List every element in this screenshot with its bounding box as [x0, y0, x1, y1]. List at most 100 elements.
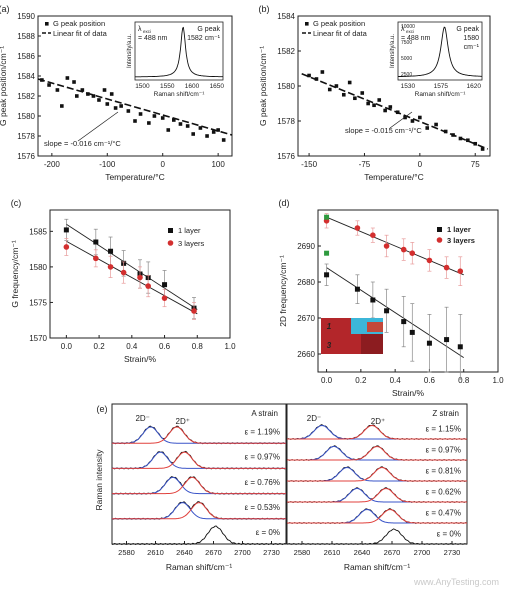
panel-d-legend-marker-1	[437, 227, 442, 232]
panel-e-a-strain-label: ε = 0.76%	[245, 478, 280, 487]
panel-e-z-strain-label: ε = 1.15%	[426, 425, 461, 434]
panel-e-z-x-axis-label: Raman shift/cm⁻¹	[344, 562, 411, 572]
panel-e-y-axis-label: Raman intensity	[94, 449, 104, 511]
panel-b-annotation: slope = -0.015 cm⁻¹/°C	[345, 126, 422, 135]
panel-d-point	[457, 268, 464, 275]
panel-a-legend-item-fit: Linear fit of data	[53, 29, 108, 38]
panel-c-x-tick-label: 1.0	[224, 342, 236, 351]
panel-e-a-strain-label: ε = 1.19%	[245, 427, 280, 436]
panel-e-a-x-tick-label: 2580	[118, 548, 135, 557]
panel-e-z-fit-2d-plus	[287, 466, 467, 482]
panel-c-y-tick-label: 1585	[29, 227, 47, 236]
panel-b-inset-peak-unit: cm⁻¹	[464, 44, 480, 51]
panel-e-a-title: A strain	[251, 409, 278, 418]
panel-e-a-x-axis-label: Raman shift/cm⁻¹	[166, 562, 233, 572]
panel-c-point	[162, 282, 168, 288]
panel-e-a-plot-frame	[111, 403, 287, 545]
panel-b-point	[473, 141, 478, 146]
panel-e-z-fit-2d-plus	[287, 508, 467, 524]
panel-d-y-tick-label: 2680	[297, 278, 315, 287]
panel-e-z-spectrum-trace	[286, 528, 468, 545]
panel-b-y-tick-label: 1582	[277, 47, 295, 56]
panel-d-legend-item-2: 3 layers	[447, 236, 475, 245]
panel-b-inset-lambda-sub: exci	[406, 29, 414, 34]
panel-e-z-strain-label: ε = 0.97%	[426, 446, 461, 455]
panel-a-point	[126, 109, 131, 113]
panel-c-legend-item-1: 1 layer	[178, 226, 201, 235]
panel-b-inset-x-tick-label: 1620	[467, 83, 482, 90]
panel-a-y-tick-label: 1576	[17, 152, 35, 161]
panel-a-legend-item-points: G peak position	[53, 19, 105, 28]
panel-d-point	[354, 286, 360, 292]
panel-a-annotation-arrow	[77, 111, 119, 142]
panel-a-x-axis-label: Temperature/°C	[105, 172, 165, 182]
panel-b-point	[334, 84, 339, 88]
panel-c-legend-marker-1	[168, 228, 173, 233]
panel-a-x-tick-label: -200	[44, 160, 61, 169]
panel-d-x-tick-label: 0.0	[321, 376, 333, 385]
panel-c-point	[161, 295, 168, 301]
panel-c-legend-marker-2	[167, 240, 174, 246]
panel-a-point	[147, 121, 151, 125]
panel-d-point	[401, 319, 407, 325]
panel-d-y-tick-label: 2670	[297, 314, 315, 323]
panel-b-inset-x-axis-label: Raman shift/cm⁻¹	[415, 91, 467, 98]
panel-b-legend-marker	[305, 22, 309, 26]
panel-c-point	[93, 255, 99, 262]
panel-a-inset-y-axis-label: Intensity/a.u.	[127, 34, 133, 68]
panel-b-point	[341, 92, 346, 97]
panel-d-y-tick-label: 2660	[297, 350, 315, 359]
panel-d-point	[457, 344, 463, 350]
panel-d-micrograph-region	[367, 322, 383, 332]
panel-b-y-tick-label: 1584	[277, 12, 295, 21]
panel-a-point	[55, 88, 60, 92]
panel-d-point	[324, 250, 330, 256]
panel-a-inset-x-tick-label: 1550	[160, 83, 175, 90]
panel-b-point	[466, 138, 470, 143]
panel-c-point	[93, 239, 99, 245]
panel-c-point	[145, 283, 151, 289]
panel-d-x-tick-label: 1.0	[492, 376, 504, 385]
panel-a-point	[91, 94, 96, 98]
panel-a-point	[97, 98, 101, 102]
panel-d-point	[384, 308, 390, 314]
panel-a-point	[160, 116, 165, 120]
panel-b-point	[425, 126, 430, 130]
panel-a-point	[138, 112, 143, 116]
panel-d-legend-marker-2	[436, 237, 443, 243]
panel-a-point	[221, 138, 226, 142]
panel-d-legend-item-1: 1 layer	[447, 225, 471, 234]
panel-a-point	[211, 130, 216, 134]
panel-d-y-tick-label: 2690	[297, 242, 315, 251]
panel-e-z-fit-2d-plus	[287, 445, 467, 461]
panel-c-point	[137, 274, 143, 281]
panel-c-x-tick-label: 0.2	[94, 342, 106, 351]
panel-d-fit-line-0	[326, 267, 464, 358]
panel-b-inset-x-tick-label: 1530	[401, 83, 416, 90]
panel-e-z-x-tick-label: 2730	[444, 548, 461, 557]
panel-d-micrograph-region	[361, 334, 383, 354]
panel-b-inset-y-tick-label: 7500	[401, 40, 412, 46]
panel-c-point	[63, 227, 69, 233]
panel-a-inset-x-axis-label: Raman shift/cm⁻¹	[154, 91, 206, 98]
panel-d-point	[370, 297, 376, 303]
panel-b-y-axis-label: G peak position/cm⁻¹	[258, 46, 268, 126]
panel-e-z-strain-label: ε = 0.47%	[426, 509, 461, 518]
panel-b-inset-spectrum	[397, 26, 482, 78]
panel-a-x-tick-label: -100	[99, 160, 116, 169]
panel-b-point	[410, 119, 415, 123]
panel-e-a-fit-2d-plus	[112, 451, 286, 469]
panel-d-plot-frame	[317, 209, 499, 373]
panel-c-fit-line-0	[66, 223, 198, 310]
panel-e-a-peak-label-minus: 2D⁻	[135, 414, 149, 423]
panel-d-y-axis-label: 2D frequency/cm⁻¹	[278, 255, 288, 327]
panel-e-a-spectrum-trace	[111, 525, 287, 546]
panel-e-a-strain-label: ε = 0.97%	[245, 453, 280, 462]
watermark: www.AnyTesting.com	[413, 577, 499, 587]
panel-b-point	[480, 147, 485, 151]
panel-e-z-x-tick-label: 2580	[294, 548, 311, 557]
panel-a-legend-marker	[45, 22, 49, 26]
panel-a-fit-line	[37, 78, 233, 136]
panel-b-point	[388, 105, 393, 109]
panel-b-inset-y-tick-label: 2500	[401, 72, 412, 78]
